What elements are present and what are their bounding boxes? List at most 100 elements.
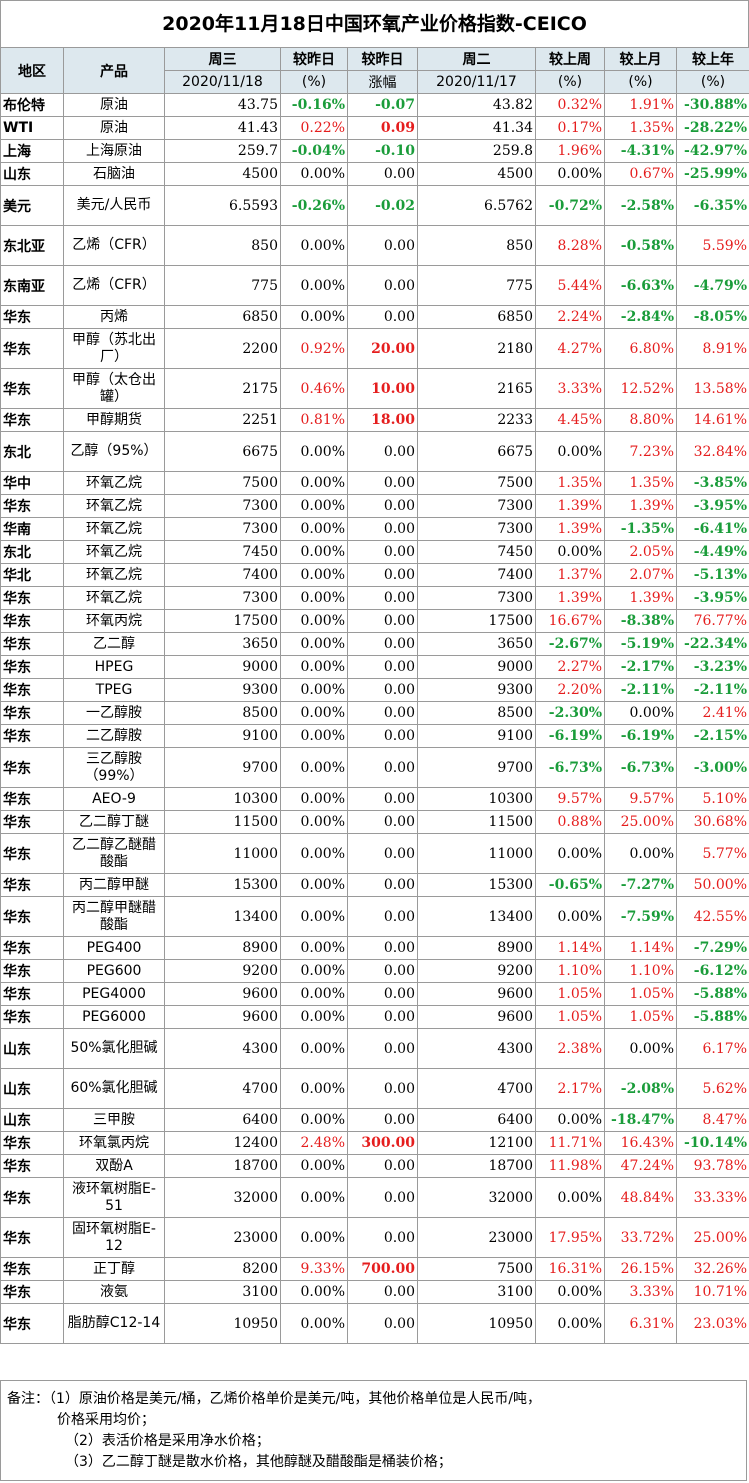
wed-price-cell: 2251 — [164, 408, 281, 432]
year-change-cell: -5.88% — [676, 1005, 749, 1029]
year-change-cell: 32.26% — [676, 1257, 749, 1281]
day-change-pct-cell: 0.00% — [280, 1005, 348, 1029]
tue-price-cell: 850 — [417, 225, 536, 266]
day-change-amount-cell: 0.00 — [347, 787, 418, 811]
day-change-pct-cell: 0.00% — [280, 810, 348, 834]
region-cell: WTI — [0, 116, 64, 140]
note-line: （2）表活价格是采用净水价格； — [65, 1433, 270, 1449]
region-cell: 华东 — [0, 655, 64, 679]
year-change-cell: 14.61% — [676, 408, 749, 432]
year-change-cell: -6.12% — [676, 959, 749, 983]
wed-price-cell: 7450 — [164, 540, 281, 564]
year-change-cell: -42.97% — [676, 139, 749, 163]
week-change-cell: 0.88% — [535, 810, 605, 834]
day-change-amount-cell: 0.00 — [347, 431, 418, 472]
day-change-pct-cell: 0.00% — [280, 586, 348, 610]
tue-price-cell: 6400 — [417, 1108, 536, 1132]
day-change-pct-cell: 0.22% — [280, 116, 348, 140]
week-change-cell: 1.39% — [535, 517, 605, 541]
product-cell: 环氧乙烷 — [63, 471, 165, 495]
month-change-cell: 3.33% — [604, 1280, 677, 1304]
product-cell: 丙烯 — [63, 305, 165, 329]
wed-price-cell: 32000 — [164, 1177, 281, 1218]
day-change-pct-cell: 0.00% — [280, 1217, 348, 1258]
product-cell: 液氨 — [63, 1280, 165, 1304]
product-cell: 乙烯（CFR） — [63, 225, 165, 266]
month-change-cell: -2.11% — [604, 678, 677, 702]
region-cell: 华东 — [0, 1154, 64, 1178]
day-change-amount-cell: 0.00 — [347, 959, 418, 983]
year-change-cell: -10.14% — [676, 1131, 749, 1155]
week-change-cell: 4.45% — [535, 408, 605, 432]
region-cell: 山东 — [0, 1068, 64, 1109]
day-change-amount-cell: 0.00 — [347, 162, 418, 186]
month-change-cell: 0.00% — [604, 1028, 677, 1069]
tue-price-cell: 9100 — [417, 724, 536, 748]
week-change-cell: 16.31% — [535, 1257, 605, 1281]
tue-price-cell: 2165 — [417, 368, 536, 409]
table-row: 山东 三甲胺 6400 0.00% 0.00 6400 0.00% -18.47% 8.47% — [0, 1108, 749, 1132]
month-change-cell: -2.84% — [604, 305, 677, 329]
table-row: 华东 PEG600 9200 0.00% 0.00 9200 1.10% 1.10% -6.12… — [0, 959, 749, 983]
year-change-cell: 42.55% — [676, 896, 749, 937]
header-day-change-amount-unit: 涨幅 — [347, 70, 418, 94]
table-row: 东北亚 乙烯（CFR） 850 0.00% 0.00 850 8.28% -0.58% 5.59… — [0, 225, 749, 266]
week-change-cell: 2.20% — [535, 678, 605, 702]
table-row: 华东 一乙醇胺 8500 0.00% 0.00 8500 -2.30% 0.00% 2.41% — [0, 701, 749, 725]
month-change-cell: 26.15% — [604, 1257, 677, 1281]
tue-price-cell: 41.34 — [417, 116, 536, 140]
day-change-amount-cell: 0.00 — [347, 1108, 418, 1132]
month-change-cell: 16.43% — [604, 1131, 677, 1155]
week-change-cell: 1.37% — [535, 563, 605, 587]
month-change-cell: -6.19% — [604, 724, 677, 748]
table-row: 华东 环氧乙烷 7300 0.00% 0.00 7300 1.39% 1.39% -3.95% — [0, 494, 749, 518]
day-change-amount-cell: 20.00 — [347, 328, 418, 369]
tue-price-cell: 9700 — [417, 747, 536, 788]
region-cell: 东北 — [0, 540, 64, 564]
region-cell: 华东 — [0, 982, 64, 1006]
tue-price-cell: 12100 — [417, 1131, 536, 1155]
product-cell: 乙二醇乙醚醋酸酯 — [63, 833, 165, 874]
year-change-cell: 8.47% — [676, 1108, 749, 1132]
year-change-cell: 13.58% — [676, 368, 749, 409]
day-change-pct-cell: 0.00% — [280, 1068, 348, 1109]
product-cell: 一乙醇胺 — [63, 701, 165, 725]
day-change-amount-cell: 0.00 — [347, 982, 418, 1006]
region-cell: 华东 — [0, 896, 64, 937]
week-change-cell: 1.35% — [535, 471, 605, 495]
week-change-cell: 11.71% — [535, 1131, 605, 1155]
day-change-pct-cell: 0.00% — [280, 305, 348, 329]
week-change-cell: 4.27% — [535, 328, 605, 369]
tue-price-cell: 4700 — [417, 1068, 536, 1109]
region-cell: 华南 — [0, 517, 64, 541]
region-cell: 华东 — [0, 368, 64, 409]
month-change-cell: -6.63% — [604, 265, 677, 306]
week-change-cell: 0.00% — [535, 1108, 605, 1132]
tue-price-cell: 7500 — [417, 471, 536, 495]
product-cell: 环氧乙烷 — [63, 586, 165, 610]
tue-price-cell: 9200 — [417, 959, 536, 983]
month-change-cell: 0.00% — [604, 701, 677, 725]
wed-price-cell: 13400 — [164, 896, 281, 937]
wed-price-cell: 12400 — [164, 1131, 281, 1155]
week-change-cell: 11.98% — [535, 1154, 605, 1178]
day-change-amount-cell: 0.00 — [347, 517, 418, 541]
tue-price-cell: 15300 — [417, 873, 536, 897]
day-change-pct-cell: 0.00% — [280, 609, 348, 633]
day-change-pct-cell: 0.00% — [280, 431, 348, 472]
day-change-pct-cell: 0.00% — [280, 1177, 348, 1218]
year-change-cell: 93.78% — [676, 1154, 749, 1178]
month-change-cell: 12.52% — [604, 368, 677, 409]
year-change-cell: 23.03% — [676, 1303, 749, 1344]
year-change-cell: 33.33% — [676, 1177, 749, 1218]
month-change-cell: 8.80% — [604, 408, 677, 432]
month-change-cell: 1.05% — [604, 1005, 677, 1029]
tue-price-cell: 4500 — [417, 162, 536, 186]
product-cell: 美元/人民币 — [63, 185, 165, 226]
product-cell: 乙烯（CFR） — [63, 265, 165, 306]
header-day-change-pct: 较昨日 — [280, 47, 348, 71]
month-change-cell: -8.38% — [604, 609, 677, 633]
week-change-cell: 3.33% — [535, 368, 605, 409]
year-change-cell: -3.95% — [676, 586, 749, 610]
year-change-cell: -2.11% — [676, 678, 749, 702]
